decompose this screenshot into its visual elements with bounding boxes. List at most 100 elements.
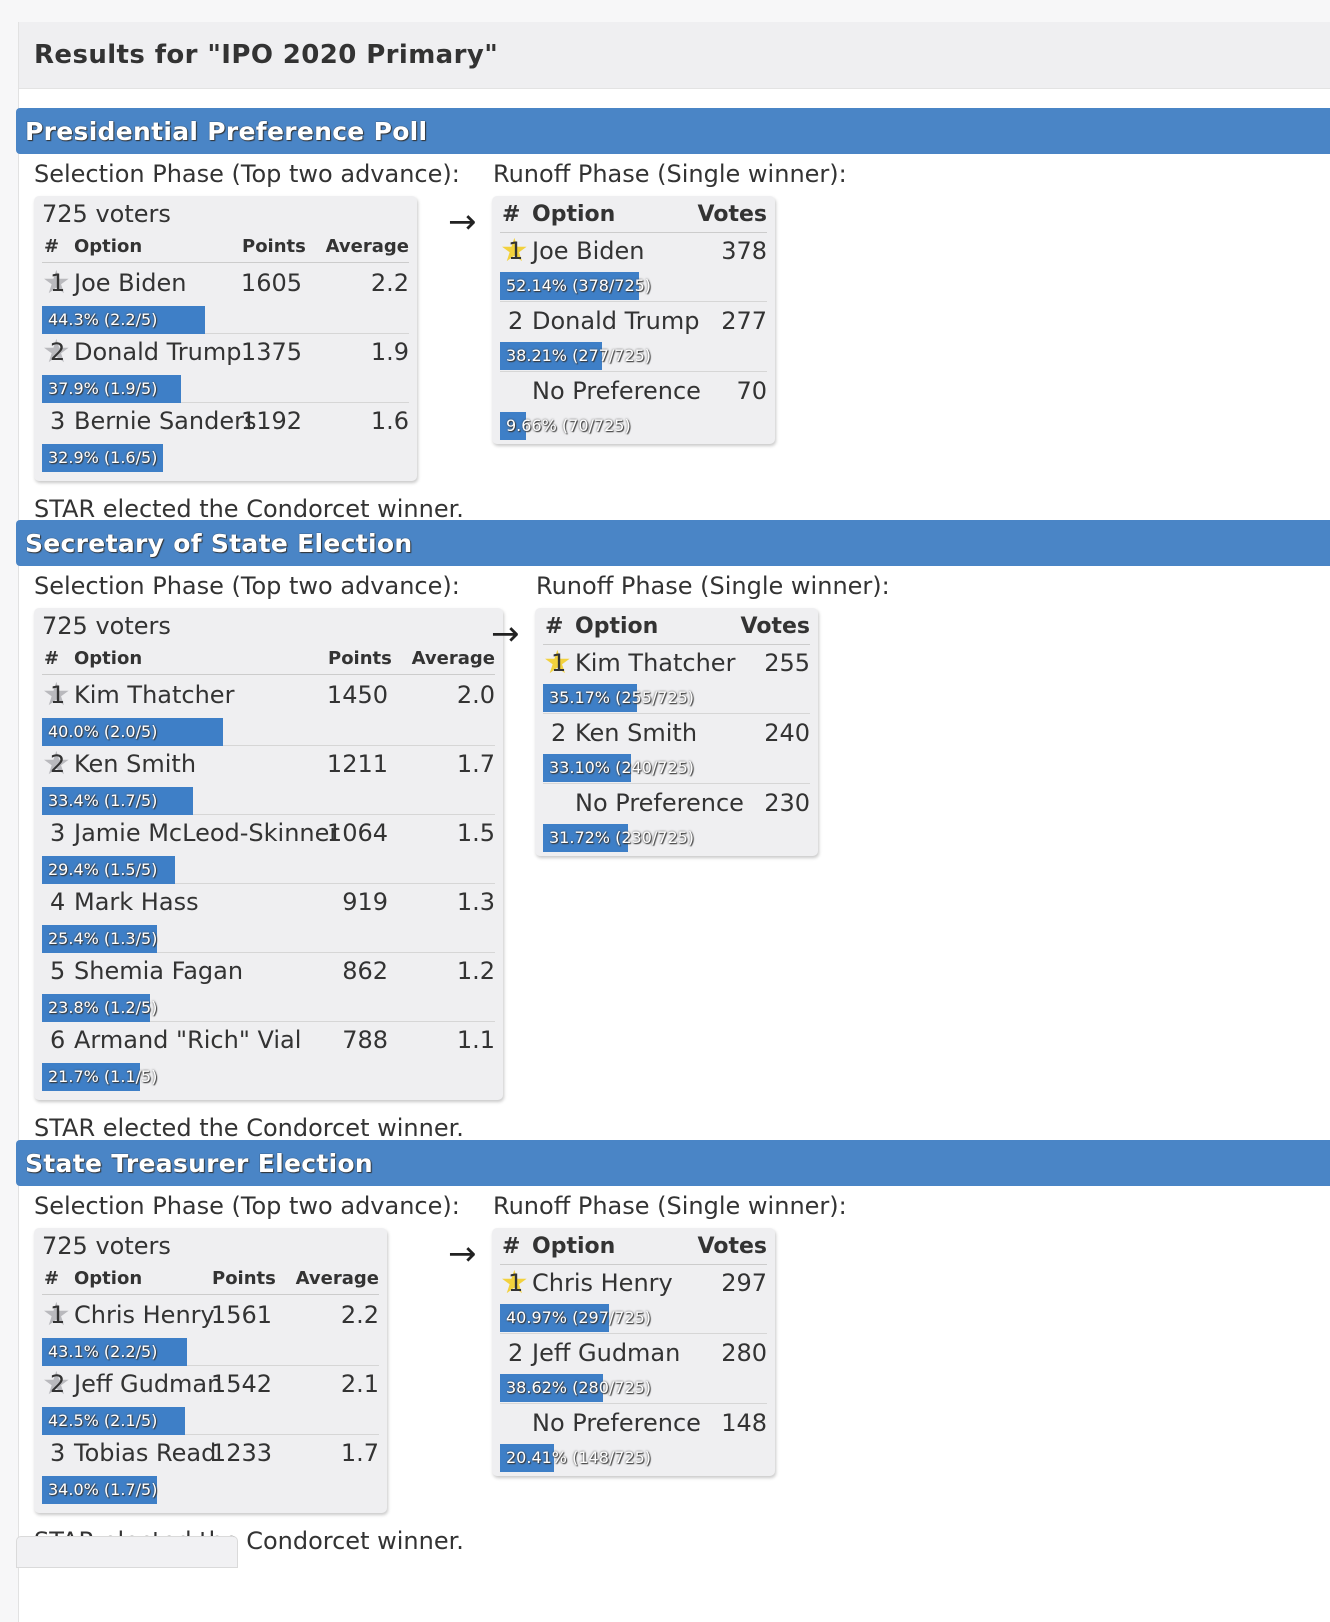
runoff-votes: 70 bbox=[736, 377, 767, 405]
header-rank: # bbox=[44, 236, 60, 257]
score-bar-fill bbox=[42, 1338, 188, 1366]
score-bar: 44.3% (2.2/5) bbox=[42, 306, 409, 334]
rank-cell bbox=[508, 1408, 530, 1438]
rank-cell: 6 bbox=[50, 1025, 72, 1055]
runoff-option-name: Ken Smith bbox=[575, 719, 698, 747]
runoff-phase-label: Runoff Phase (Single winner): bbox=[493, 160, 847, 188]
runoff-votes: 148 bbox=[721, 1409, 767, 1437]
vote-bar-label: 20.41% (148/725) bbox=[506, 1448, 652, 1467]
rank-cell: ★ 2 bbox=[42, 334, 72, 368]
vote-bar-label: 52.14% (378/725) bbox=[506, 276, 652, 295]
vote-bar: 52.14% (378/725) bbox=[500, 272, 767, 300]
winner-star-icon: ★ bbox=[500, 231, 529, 269]
vote-bar: 31.72% (230/725) bbox=[543, 824, 810, 852]
candidate-row: ★ 1 Joe Biden 1605 2.2 44.3% (2.2/5) bbox=[42, 264, 409, 334]
runoff-phase-table: # Option Votes ★ 1 Kim Thatcher 255 35.17% (255… bbox=[535, 608, 818, 856]
runoff-phase-table: # Option Votes ★ 1 Chris Henry 297 40.97% (297/… bbox=[492, 1228, 775, 1476]
election-section: Secretary of State Election Selection Pha… bbox=[16, 520, 1330, 1142]
runoff-votes: 240 bbox=[764, 719, 810, 747]
candidate-row: ★ 1 Chris Henry 1561 2.2 43.1% (2.2/5) bbox=[42, 1296, 379, 1366]
header-rank: # bbox=[44, 648, 60, 669]
rank-number: 2 bbox=[50, 338, 66, 366]
score-bar-label: 34.0% (1.7/5) bbox=[48, 1480, 158, 1499]
header-option: Option bbox=[575, 614, 659, 639]
candidate-name: Jeff Gudman bbox=[74, 1370, 223, 1398]
vote-bar: 33.10% (240/725) bbox=[543, 754, 810, 782]
candidate-points: 788 bbox=[342, 1026, 388, 1054]
star-icon: ★ bbox=[42, 332, 71, 370]
score-bar: 40.0% (2.0/5) bbox=[42, 718, 495, 746]
candidate-points: 1233 bbox=[210, 1439, 272, 1467]
vote-bar: 38.21% (277/725) bbox=[500, 342, 767, 370]
header-votes: Votes bbox=[697, 202, 767, 227]
arrow-icon: → bbox=[491, 614, 520, 654]
vote-bar-fill bbox=[543, 754, 632, 782]
score-bar: 43.1% (2.2/5) bbox=[42, 1338, 379, 1366]
arrow-icon: → bbox=[448, 202, 477, 242]
rank-cell: 2 bbox=[551, 718, 573, 748]
selection-phase-label: Selection Phase (Top two advance): bbox=[34, 160, 460, 188]
runoff-votes: 230 bbox=[764, 789, 810, 817]
runoff-option-name: No Preference bbox=[575, 789, 744, 817]
rank-cell: 4 bbox=[50, 887, 72, 917]
star-icon: ★ bbox=[42, 1364, 71, 1402]
candidate-name: Joe Biden bbox=[74, 269, 187, 297]
header-option: Option bbox=[74, 236, 143, 257]
runoff-row: ★ 1 Chris Henry 297 40.97% (297/725) bbox=[500, 1264, 767, 1334]
candidate-points: 1561 bbox=[210, 1301, 272, 1329]
vote-bar-label: 38.21% (277/725) bbox=[506, 346, 652, 365]
candidate-average: 1.7 bbox=[456, 750, 495, 778]
rank-cell: 2 bbox=[508, 1338, 530, 1368]
runoff-votes: 280 bbox=[721, 1339, 767, 1367]
candidate-row: ★ 2 Ken Smith 1211 1.7 33.4% (1.7/5) bbox=[42, 745, 495, 815]
candidate-row: 4 Mark Hass 919 1.3 25.4% (1.3/5) bbox=[42, 883, 495, 953]
candidate-points: 1605 bbox=[240, 269, 302, 297]
runoff-option-name: Jeff Gudman bbox=[532, 1339, 681, 1367]
rank-cell: 3 bbox=[50, 1438, 72, 1468]
vote-bar-label: 33.10% (240/725) bbox=[549, 758, 695, 777]
candidate-average: 2.1 bbox=[340, 1370, 379, 1398]
score-bar: 23.8% (1.2/5) bbox=[42, 994, 495, 1022]
candidate-points: 919 bbox=[342, 888, 388, 916]
rank-cell: ★ 2 bbox=[42, 1366, 72, 1400]
header-option: Option bbox=[74, 648, 143, 669]
score-bar-fill bbox=[42, 1476, 157, 1504]
header-rank: # bbox=[545, 614, 564, 639]
vote-bar-label: 31.72% (230/725) bbox=[549, 828, 695, 847]
candidate-row: ★ 2 Donald Trump 1375 1.9 37.9% (1.9/5) bbox=[42, 333, 409, 403]
rank-number: 1 bbox=[551, 649, 567, 677]
candidate-row: 5 Shemia Fagan 862 1.2 23.8% (1.2/5) bbox=[42, 952, 495, 1022]
candidate-average: 1.2 bbox=[456, 957, 495, 985]
rank-number: 3 bbox=[50, 819, 66, 847]
star-icon: ★ bbox=[42, 1295, 71, 1333]
rank-number: 1 bbox=[50, 681, 66, 709]
score-bar-fill bbox=[42, 787, 194, 815]
rank-number: 5 bbox=[50, 957, 66, 985]
selection-table-header: # Option Points Average bbox=[42, 232, 409, 263]
election-verdict: STAR elected the Condorcet winner. bbox=[34, 1114, 464, 1142]
candidate-points: 1542 bbox=[210, 1370, 272, 1398]
election-banner: Secretary of State Election bbox=[16, 520, 1330, 566]
rank-cell: 2 bbox=[508, 306, 530, 336]
score-bar: 32.9% (1.6/5) bbox=[42, 444, 409, 472]
score-bar-fill bbox=[42, 718, 224, 746]
runoff-phase-label: Runoff Phase (Single winner): bbox=[536, 572, 890, 600]
score-bar-fill bbox=[42, 306, 205, 334]
voter-count: 725 voters bbox=[42, 612, 171, 640]
election-verdict: STAR elected the Condorcet winner. bbox=[34, 495, 464, 523]
rank-cell: ★ 1 bbox=[42, 265, 72, 299]
vote-bar: 40.97% (297/725) bbox=[500, 1304, 767, 1332]
header-option: Option bbox=[532, 202, 616, 227]
rank-cell: 3 bbox=[50, 406, 72, 436]
election-section: State Treasurer Election Selection Phase … bbox=[16, 1140, 1330, 1620]
runoff-option-name: No Preference bbox=[532, 1409, 701, 1437]
selection-phase-label: Selection Phase (Top two advance): bbox=[34, 572, 460, 600]
score-bar-fill bbox=[42, 925, 158, 953]
runoff-row: No Preference 70 9.66% (70/725) bbox=[500, 372, 767, 441]
rank-cell: ★ 2 bbox=[42, 746, 72, 780]
election-banner: Presidential Preference Poll bbox=[16, 108, 1330, 154]
bottom-tab[interactable] bbox=[16, 1536, 238, 1568]
star-icon: ★ bbox=[42, 675, 71, 713]
rank-cell: ★ 1 bbox=[543, 645, 573, 679]
header-rank: # bbox=[502, 202, 521, 227]
